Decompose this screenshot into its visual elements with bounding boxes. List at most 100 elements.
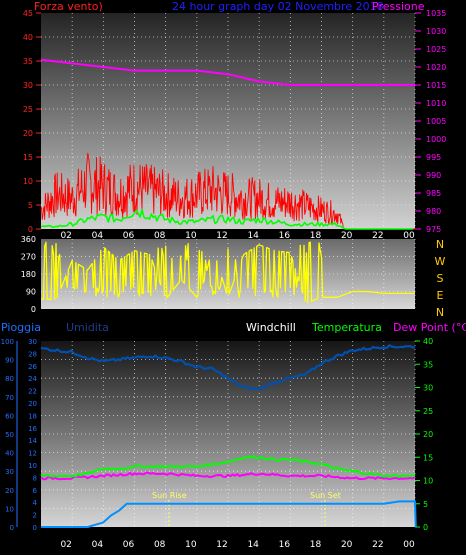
dewpoint-label: Dew Point (°C): [393, 321, 466, 334]
temperature-label: Temperatura: [311, 321, 382, 334]
rain-tick: 18: [28, 412, 37, 420]
rain-tick: 30: [28, 338, 37, 346]
pressure-tick: 1030: [426, 27, 446, 36]
wind-speed-tick: 0: [28, 225, 33, 234]
rain-tick: 0: [33, 524, 37, 532]
humidity-tick: 100: [1, 338, 14, 346]
wind-speed-axis-label: Forza vento): [34, 0, 103, 13]
wind-average-series: [40, 208, 414, 230]
x-tick-label: 14: [247, 231, 259, 241]
x-tick-label: 16: [279, 231, 291, 241]
rain-tick: 26: [28, 363, 37, 371]
wind-speed-tick: 10: [23, 177, 33, 186]
direction-tick: 360: [21, 235, 36, 244]
compass-label: N: [436, 238, 444, 251]
wind-speed-tick: 40: [23, 33, 33, 42]
pressure-tick: 1035: [426, 9, 446, 18]
chart-title: 24 hour graph day 02 Novembre 2018: [172, 0, 384, 13]
pressure-tick: 1015: [426, 81, 446, 90]
x-tick-label: 22: [372, 231, 383, 241]
direction-tick: 0: [31, 305, 36, 314]
humidity-tick: 90: [5, 357, 14, 365]
rain-tick: 6: [33, 487, 38, 495]
rain-tick: 28: [28, 350, 37, 358]
x-tick-label: 10: [185, 231, 197, 241]
pressure-tick: 980: [426, 207, 441, 216]
pressure-axis-label: Pressione: [372, 0, 425, 13]
wind-direction-ticks: 0 90 180 270 360: [21, 235, 36, 314]
x-tick-label: 14: [247, 540, 259, 550]
compass-label: S: [437, 272, 444, 285]
wind-speed-tick: 15: [23, 153, 33, 162]
humidity-tick: 50: [5, 431, 14, 439]
temperature-humidity-series: [40, 344, 417, 528]
x-tick-label: 02: [60, 231, 71, 241]
pressure-tick: 1025: [426, 45, 446, 54]
rain-tick: 2: [33, 512, 37, 520]
x-tick-label: 10: [185, 540, 197, 550]
temperature-tick: 0: [423, 523, 428, 532]
compass-label: N: [436, 306, 444, 319]
rain-axis-label: Pioggia: [1, 321, 41, 334]
pressure-tick: 985: [426, 189, 441, 198]
pressure-tick: 1010: [426, 99, 446, 108]
sunrise-label: Sun Rise: [152, 491, 187, 500]
wind-direction-series: [41, 241, 415, 304]
x-tick-label: 22: [372, 540, 383, 550]
x-tick-label: 06: [123, 540, 135, 550]
x-tick-label: 16: [279, 540, 291, 550]
rain-tick: 20: [28, 400, 37, 408]
humidity-tick: 0: [10, 524, 14, 532]
humidity-tick: 60: [5, 412, 14, 420]
sunset-label: Sun Set: [310, 491, 341, 500]
wind-pressure-series: [40, 58, 415, 230]
temperature-tick: 5: [423, 500, 428, 509]
x-tick-label: 04: [92, 231, 104, 241]
temperature-tick: 20: [423, 430, 433, 439]
wind-speed-tick: 45: [23, 9, 33, 18]
x-tick-label: 04: [92, 540, 104, 550]
humidity-tick: 80: [5, 375, 14, 383]
humidity-tick: 40: [5, 450, 14, 458]
rain-series: [41, 500, 417, 528]
pressure-series: [40, 58, 415, 86]
compass-label: E: [437, 289, 444, 302]
rain-tick: 12: [28, 450, 37, 458]
x-tick-label: 06: [123, 231, 135, 241]
temperature-tick: 35: [423, 360, 433, 369]
x-tick-label: 18: [310, 231, 322, 241]
wind-speed-tick: 20: [23, 129, 33, 138]
wind-x-axis-ticks: 02 04 06 08 10 12 14 16 18 20 22 00: [60, 231, 415, 241]
humidity-tick: 20: [5, 487, 14, 495]
pressure-tick: 975: [426, 225, 441, 234]
x-tick-label: 00: [403, 540, 415, 550]
wind-speed-ticks: 0 5 10 15 20 25 30 35 40 45: [23, 9, 41, 234]
x-tick-label: 02: [60, 540, 71, 550]
temperature-tick: 40: [423, 337, 433, 346]
temperature-ticks: 0 5 10 15 20 25 30 35 40: [415, 337, 433, 532]
rain-tick: 8: [33, 474, 37, 482]
temperature-tick: 10: [423, 477, 433, 486]
pressure-tick: 995: [426, 153, 441, 162]
temperature-tick: 15: [423, 453, 433, 462]
wind-speed-tick: 25: [23, 105, 33, 114]
x-tick-label: 08: [154, 540, 166, 550]
pressure-tick: 990: [426, 171, 441, 180]
temperature-humidity-grid: [41, 341, 416, 527]
humidity-series: [40, 344, 416, 391]
pressure-tick: 1020: [426, 63, 446, 72]
x-tick-label: 20: [341, 540, 353, 550]
x-tick-label: 18: [310, 540, 322, 550]
temperature-series: [40, 455, 416, 478]
x-tick-label: 00: [403, 231, 415, 241]
rain-tick: 4: [33, 499, 38, 507]
pressure-tick: 1005: [426, 117, 446, 126]
pressure-ticks: 975 980 985 990 995 1000 1005 1010 1015 1020 1025 1…: [415, 9, 446, 234]
wind-pressure-grid: [41, 13, 416, 229]
rain-tick: 14: [28, 437, 37, 445]
rain-tick: 10: [28, 462, 37, 470]
humidity-tick: 70: [5, 394, 14, 402]
temperature-x-axis-ticks: 02 04 06 08 10 12 14 16 18 20 22 00: [60, 540, 415, 550]
x-tick-label: 12: [216, 540, 227, 550]
